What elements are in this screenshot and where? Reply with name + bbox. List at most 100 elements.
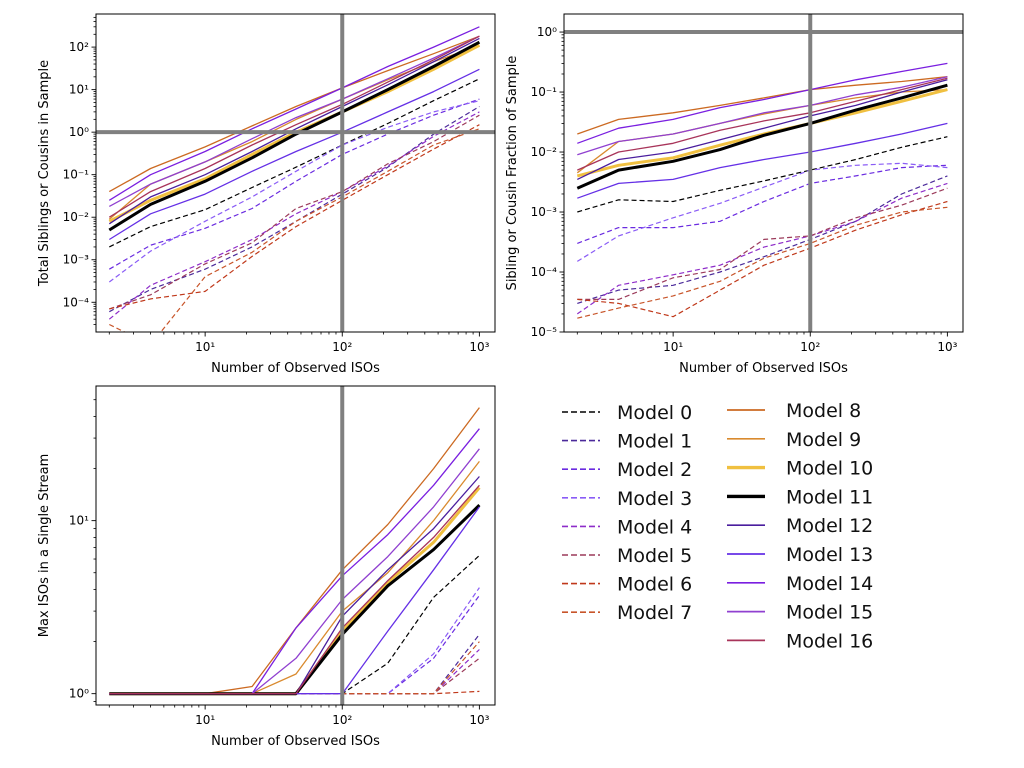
series-line-model-4: [108, 111, 480, 320]
y-tick-label: 10⁰: [69, 687, 89, 701]
legend-label-model-12: Model 12: [786, 515, 873, 537]
y-tick-label: 10⁻⁵: [531, 325, 558, 339]
series-line-model-5: [577, 187, 948, 300]
series-line-model-12: [109, 476, 480, 695]
series-line-model-1: [109, 105, 480, 313]
legend-label-model-8: Model 8: [786, 400, 861, 422]
legend: Model 0 Model 1 Model 2 Model 3 Model 4 Model…: [562, 400, 873, 652]
x-tick-label: 10³: [469, 713, 489, 727]
series-line-model-14: [577, 62, 948, 144]
legend-label-model-0: Model 0: [617, 402, 692, 424]
y-tick-label: 10⁻²: [531, 145, 558, 159]
legend-label-model-2: Model 2: [617, 459, 692, 481]
series-line-model-11: [108, 40, 481, 232]
legend-label-model-5: Model 5: [617, 545, 692, 567]
x-tick-label: 10¹: [195, 340, 215, 354]
series-line-model-16: [108, 35, 480, 218]
series-line-model-1: [577, 175, 948, 304]
series-line-model-15: [108, 35, 480, 207]
series-line-model-7: [577, 206, 948, 319]
series-line-model-10: [576, 88, 948, 178]
y-tick-label: 10¹: [69, 514, 89, 528]
series-line-model-2: [577, 164, 948, 244]
series-line-model-7: [109, 641, 480, 695]
series-line-model-0: [109, 78, 480, 248]
x-tick-label: 10²: [332, 713, 352, 727]
legend-label-model-16: Model 16: [786, 630, 873, 652]
series-line-model-3: [109, 587, 480, 695]
axes-frame: [95, 385, 496, 706]
x-tick-label: 10¹: [663, 340, 683, 354]
series-line-model-10: [109, 486, 481, 696]
series-line-model-11: [576, 83, 948, 190]
legend-label-model-1: Model 1: [617, 431, 692, 453]
x-axis-label: Number of Observed ISOs: [211, 734, 380, 749]
legend-label-model-11: Model 11: [786, 486, 873, 508]
y-tick-label: 10⁻³: [531, 205, 558, 219]
legend-label-model-13: Model 13: [786, 544, 873, 566]
y-axis-label: Sibling or Cousin Fraction of Sample: [505, 56, 520, 291]
series-group: [108, 26, 481, 332]
series-group: [576, 62, 948, 319]
series-line-model-13: [108, 68, 480, 241]
series-line-model-16: [109, 484, 480, 695]
x-axis-label: Number of Observed ISOs: [679, 361, 848, 376]
series-line-model-5: [109, 114, 480, 310]
series-line-model-12: [577, 79, 948, 180]
x-axis-label: Number of Observed ISOs: [211, 361, 380, 376]
series-line-model-5: [109, 657, 480, 695]
legend-label-model-6: Model 6: [617, 574, 692, 596]
series-line-model-8: [108, 35, 480, 193]
series-line-model-2: [108, 98, 480, 270]
panel-max-isos-stream: 10¹ 10² 10³ 10⁰ 10¹ Number of Observed ISOs Ma…: [37, 385, 496, 749]
series-group: [109, 407, 481, 696]
y-tick-label: 10⁻⁴: [63, 295, 90, 309]
series-line-model-0: [109, 554, 480, 695]
x-tick-label: 10²: [800, 340, 820, 354]
y-axis-label: Max ISOs in a Single Stream: [37, 454, 52, 637]
series-line-model-7: [109, 128, 480, 332]
x-tick-label: 10³: [937, 340, 957, 354]
legend-label-model-3: Model 3: [617, 488, 692, 510]
y-tick-label: 10⁻⁴: [531, 265, 558, 279]
y-tick-label: 10¹: [69, 83, 89, 97]
y-tick-label: 10²: [69, 40, 89, 54]
series-line-model-14: [108, 26, 480, 201]
series-line-model-4: [576, 182, 948, 315]
series-line-model-2: [109, 595, 480, 695]
series-line-model-14: [109, 428, 480, 695]
series-line-model-13: [577, 122, 948, 199]
series-line-model-6: [109, 124, 480, 310]
series-line-model-4: [109, 649, 480, 695]
series-line-model-16: [577, 77, 948, 171]
axes-frame: [95, 13, 496, 333]
legend-label-model-4: Model 4: [617, 516, 692, 538]
legend-label-model-7: Model 7: [617, 602, 692, 624]
y-tick-label: 10⁻²: [63, 210, 90, 224]
x-tick-label: 10¹: [195, 713, 215, 727]
legend-label-model-9: Model 9: [786, 429, 861, 451]
legend-label-model-10: Model 10: [786, 458, 873, 480]
series-line-model-8: [577, 76, 948, 135]
series-line-model-15: [577, 76, 948, 156]
series-line-model-12: [108, 37, 480, 225]
legend-label-model-15: Model 15: [786, 602, 873, 624]
y-tick-label: 10⁻¹: [63, 168, 90, 182]
y-tick-label: 10⁰: [537, 25, 557, 39]
series-line-model-3: [576, 162, 948, 262]
series-line-model-6: [577, 200, 948, 318]
axes-frame: [563, 13, 964, 333]
series-line-model-3: [108, 100, 480, 283]
legend-label-model-14: Model 14: [786, 573, 873, 595]
y-tick-label: 10⁻³: [63, 253, 90, 267]
y-tick-label: 10⁻¹: [531, 85, 558, 99]
series-line-model-1: [109, 634, 480, 695]
y-axis-label: Total Siblings or Cousins in Sample: [37, 60, 52, 287]
panel-sibling-fraction: 10¹ 10² 10³ 10⁻⁵ 10⁻⁴ 10⁻³ 10⁻² 10⁻¹ 10⁰ Number o…: [505, 13, 964, 376]
panel-total-siblings: 10¹ 10² 10³ 10⁻⁴ 10⁻³ 10⁻² 10⁻¹ 10⁰ 10¹ 10² Number…: [37, 13, 496, 376]
x-tick-label: 10³: [469, 340, 489, 354]
y-tick-label: 10⁰: [69, 125, 89, 139]
series-line-model-0: [577, 136, 948, 213]
x-tick-label: 10²: [332, 340, 352, 354]
